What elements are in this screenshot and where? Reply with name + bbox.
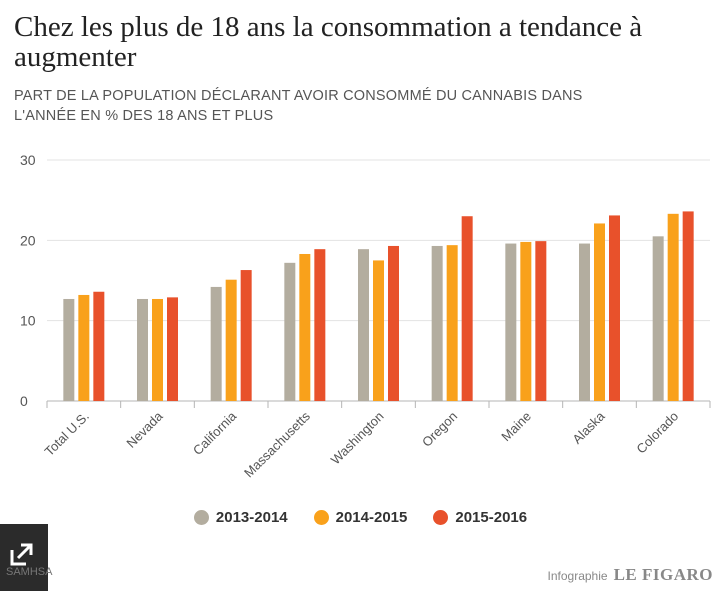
bar [78,294,90,401]
bar [314,249,326,401]
x-tick-label: California [190,408,240,458]
bar [299,253,311,401]
x-tick-label: Oregon [419,409,460,450]
bar [93,291,105,401]
credit-brand-logo: LE FIGARO [613,565,713,584]
legend-item: 2013-2014 [193,509,288,526]
bar [535,241,547,401]
expand-icon [10,543,33,566]
bar [461,216,473,401]
bar [682,211,694,401]
x-tick-label: Nevada [123,408,166,451]
credit-label: Infographie [547,569,608,583]
y-tick-label: 30 [20,152,36,168]
y-tick-label: 10 [20,313,36,329]
chart-subtitle: PART DE LA POPULATION DÉCLARANT AVOIR CO… [14,88,583,124]
chart-title: Chez les plus de 18 ans la consommation … [14,11,643,73]
bar [579,243,590,401]
legend-item: 2014-2015 [313,509,408,526]
bar [520,241,532,401]
legend-swatch [313,510,329,525]
bar [167,297,178,401]
y-tick-label: 20 [20,232,36,248]
legend-label: 2015-2016 [455,509,528,526]
x-tick-label: Washington [328,409,387,468]
bar [240,270,252,401]
bar [431,245,443,401]
bar [446,245,458,401]
legend-swatch [193,510,209,525]
bar [373,260,384,401]
bar [210,286,222,401]
bar [667,213,679,401]
bar [225,279,237,401]
legend-item: 2015-2016 [433,509,527,526]
credit: Infographie LE FIGARO [548,565,713,585]
bar [284,262,296,401]
bar-chart: 0 10 20 30 Total U.S. Nevada California Massach… [20,152,711,480]
source-note: SAMHSA [6,566,53,578]
bar [152,298,163,401]
bar [609,215,620,401]
legend-swatch [433,510,449,525]
legend-label: 2013-2014 [215,509,288,526]
bar [63,298,75,401]
x-tick-label: Maine [498,409,534,445]
bar [505,243,517,401]
bar [388,245,399,401]
x-tick-label: Total U.S. [41,409,91,459]
x-tick-label: Alaska [569,408,608,447]
x-tick-label: Colorado [633,409,681,457]
x-tick-label: Massachusetts [241,408,313,480]
bar [137,298,148,401]
bar [358,249,369,401]
chart-legend: 2013-2014 2014-2015 2015-2016 [0,509,721,526]
bar [652,236,664,401]
expand-button[interactable] [0,524,48,591]
y-tick-label: 0 [20,393,28,409]
bar [594,223,605,401]
legend-label: 2014-2015 [335,509,408,526]
